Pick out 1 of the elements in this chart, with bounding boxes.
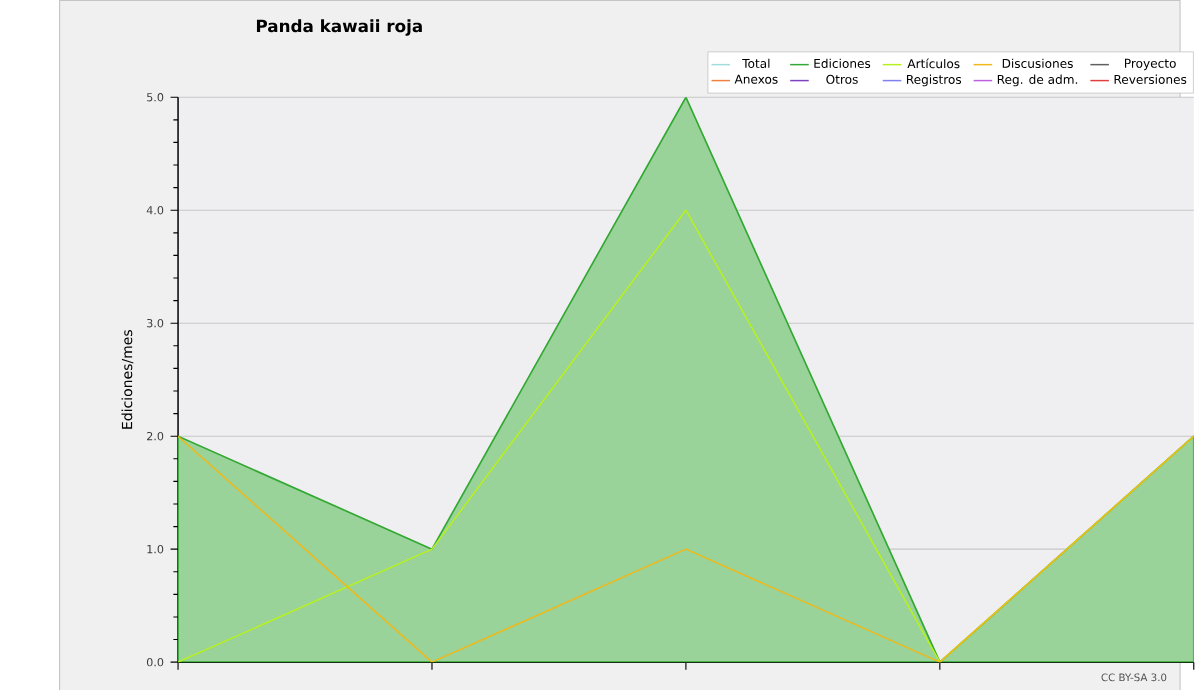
chart-title: Panda kawaii roja [256, 18, 422, 36]
